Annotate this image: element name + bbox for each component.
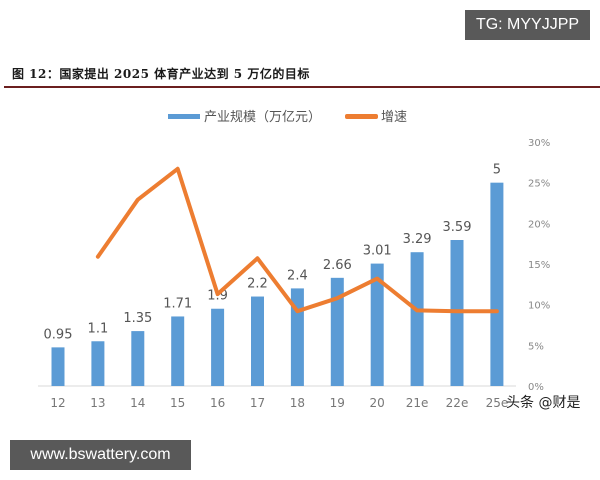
- bar-value-label: 5: [493, 163, 501, 178]
- x-tick-label: 21e: [406, 396, 429, 410]
- y-axis-right-ticks: 0% 5% 10% 15% 20% 25% 30%: [528, 138, 550, 393]
- bar-value-label: 1.1: [88, 321, 109, 336]
- bar: [51, 347, 65, 386]
- bar-value-label: 1.35: [123, 311, 152, 326]
- bar-value-label: 3.59: [443, 220, 472, 235]
- y-tick-label: 30%: [528, 138, 550, 149]
- legend-swatch-bar: [168, 114, 200, 119]
- y-tick-label: 25%: [528, 179, 550, 190]
- y-tick-label: 20%: [528, 219, 550, 230]
- x-tick-label: 18: [290, 396, 305, 410]
- x-tick-label: 16: [210, 396, 225, 410]
- legend-item-growth: 增速: [345, 110, 407, 125]
- bar: [171, 316, 185, 386]
- bar: [330, 277, 344, 386]
- growth-line: [95, 166, 499, 314]
- y-tick-label: 5%: [528, 341, 544, 352]
- watermark-source: 头条 @财是: [506, 394, 580, 411]
- x-axis-ticks: 12 13 14 15 16 17 18 19 20 21e 22e 25e: [50, 396, 508, 410]
- bar-value-label: 2.4: [287, 268, 308, 283]
- legend-swatch-line: [345, 114, 378, 119]
- line-series: [95, 166, 499, 314]
- bar: [91, 341, 105, 386]
- y-tick-label: 10%: [528, 301, 550, 312]
- legend: 产业规模（万亿元） 增速: [168, 110, 407, 125]
- bar: [290, 288, 304, 386]
- bar-value-label: 2.66: [323, 258, 352, 273]
- figure-title: 图 12：国家提出 2025 体育产业达到 5 万亿的目标: [12, 67, 310, 81]
- bar-value-label: 1.71: [163, 296, 192, 311]
- legend-label-scale: 产业规模（万亿元）: [204, 110, 321, 125]
- bar-value-label: 2.2: [247, 277, 268, 292]
- x-tick-label: 17: [250, 396, 265, 410]
- bar-value-label: 3.29: [403, 232, 432, 247]
- title-divider: [4, 86, 600, 88]
- bar: [490, 182, 504, 386]
- bar: [410, 252, 424, 386]
- bar-labels: 0.95 1.1 1.35 1.71 1.9 2.2 2.4 2.66 3.01 3.29 3.59…: [44, 163, 502, 343]
- x-tick-label: 14: [130, 396, 145, 410]
- legend-item-scale: 产业规模（万亿元）: [168, 110, 321, 125]
- x-tick-label: 19: [330, 396, 345, 410]
- y-tick-label: 0%: [528, 382, 544, 393]
- watermark-top: TG: MYYJJPP: [465, 10, 590, 40]
- y-tick-label: 15%: [528, 260, 550, 271]
- bar-value-label: 0.95: [44, 327, 73, 342]
- bar: [370, 263, 384, 386]
- x-tick-label: 13: [90, 396, 105, 410]
- bar-value-label: 3.01: [363, 244, 392, 259]
- x-tick-label: 25e: [486, 396, 509, 410]
- x-tick-label: 15: [170, 396, 185, 410]
- x-tick-label: 12: [50, 396, 65, 410]
- legend-label-growth: 增速: [381, 110, 407, 125]
- x-tick-label: 22e: [446, 396, 469, 410]
- x-tick-label: 20: [370, 396, 385, 410]
- bar: [251, 296, 264, 386]
- bar-value-label: 1.9: [207, 289, 228, 304]
- watermark-bottom: www.bswattery.com: [10, 440, 191, 470]
- bar: [131, 331, 145, 386]
- bar: [211, 308, 225, 386]
